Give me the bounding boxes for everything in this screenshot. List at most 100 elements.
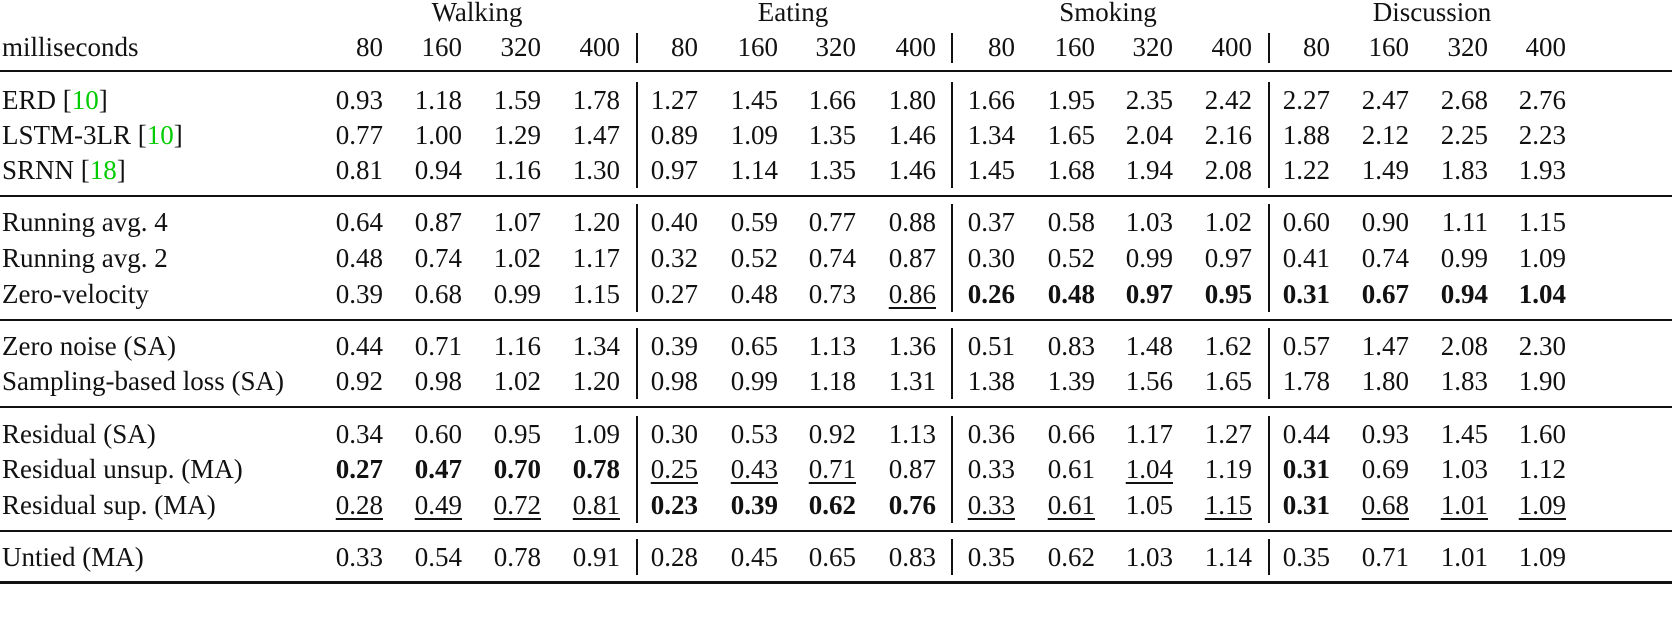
- value-cell: 0.92: [808, 419, 856, 449]
- column-separator: [636, 539, 638, 575]
- value-cell: 0.48: [1047, 279, 1095, 309]
- value-cell: 0.90: [1361, 207, 1409, 237]
- column-separator: [636, 33, 638, 63]
- value-cell: 0.94: [1440, 279, 1488, 309]
- method-label: Residual (SA): [2, 418, 156, 450]
- value-cell: 0.35: [1282, 542, 1330, 572]
- value-cell: 0.62: [1047, 542, 1095, 572]
- value-cell: 0.68: [414, 279, 462, 309]
- value-cell: 0.74: [808, 243, 856, 273]
- value-cell: 1.02: [493, 366, 541, 396]
- value-cell: 2.27: [1282, 85, 1330, 115]
- value-cell: 0.28: [335, 490, 383, 520]
- value-cell: 1.46: [888, 155, 936, 185]
- method-label: Running avg. 2: [2, 242, 168, 274]
- value-cell: 0.83: [888, 542, 936, 572]
- horizon-header: 320: [1447, 32, 1489, 62]
- value-cell: 0.99: [730, 366, 778, 396]
- horizon-header: 80: [988, 32, 1015, 62]
- value-cell: 0.33: [335, 542, 383, 572]
- value-cell: 1.90: [1518, 366, 1566, 396]
- value-cell: 0.68: [1361, 490, 1409, 520]
- value-cell: 0.28: [650, 542, 698, 572]
- value-cell: 1.09: [572, 419, 620, 449]
- value-cell: 0.74: [1361, 243, 1409, 273]
- horizon-header: 80: [356, 32, 383, 62]
- value-cell: 1.18: [808, 366, 856, 396]
- method-name: ERD: [2, 85, 56, 115]
- citation-link[interactable]: 18: [89, 155, 117, 185]
- value-cell: 1.36: [888, 331, 936, 361]
- value-cell: 0.77: [335, 120, 383, 150]
- horizontal-rule: [0, 530, 1672, 532]
- column-separator: [951, 33, 953, 63]
- value-cell: 1.09: [1518, 542, 1566, 572]
- horizon-header: 320: [1132, 32, 1174, 62]
- citation-link[interactable]: 10: [146, 120, 174, 150]
- value-cell: 2.23: [1518, 120, 1566, 150]
- column-separator: [951, 539, 953, 575]
- value-cell: 0.97: [1204, 243, 1252, 273]
- value-cell: 1.34: [967, 120, 1015, 150]
- value-cell: 1.19: [1204, 454, 1252, 484]
- value-cell: 1.09: [730, 120, 778, 150]
- value-cell: 1.62: [1204, 331, 1252, 361]
- horizontal-rule: [0, 406, 1672, 408]
- value-cell: 1.27: [1204, 419, 1252, 449]
- value-cell: 1.95: [1047, 85, 1095, 115]
- value-cell: 0.31: [1282, 279, 1330, 309]
- method-label: Zero-velocity: [2, 278, 149, 310]
- value-cell: 1.83: [1440, 155, 1488, 185]
- bracket-open: [: [74, 155, 90, 185]
- value-cell: 0.52: [1047, 243, 1095, 273]
- value-cell: 1.66: [967, 85, 1015, 115]
- value-cell: 1.78: [1282, 366, 1330, 396]
- value-cell: 0.60: [1282, 207, 1330, 237]
- bracket-open: [: [56, 85, 72, 115]
- value-cell: 0.99: [1440, 243, 1488, 273]
- value-cell: 0.78: [493, 542, 541, 572]
- value-cell: 1.09: [1518, 490, 1566, 520]
- value-cell: 0.39: [650, 331, 698, 361]
- value-cell: 0.30: [967, 243, 1015, 273]
- value-cell: 0.70: [493, 454, 541, 484]
- value-cell: 1.65: [1204, 366, 1252, 396]
- method-name: SRNN: [2, 155, 75, 185]
- value-cell: 0.32: [650, 243, 698, 273]
- method-name: Residual sup. (MA): [2, 490, 216, 520]
- value-cell: 0.92: [335, 366, 383, 396]
- value-cell: 0.39: [335, 279, 383, 309]
- value-cell: 1.35: [808, 155, 856, 185]
- citation-link[interactable]: 10: [71, 85, 99, 115]
- value-cell: 1.46: [888, 120, 936, 150]
- value-cell: 1.16: [493, 155, 541, 185]
- value-cell: 1.80: [888, 85, 936, 115]
- horizon-header: 320: [500, 32, 542, 62]
- value-cell: 0.26: [967, 279, 1015, 309]
- value-cell: 0.88: [888, 207, 936, 237]
- value-cell: 0.49: [414, 490, 462, 520]
- value-cell: 0.76: [888, 490, 936, 520]
- value-cell: 2.16: [1204, 120, 1252, 150]
- value-cell: 0.35: [967, 542, 1015, 572]
- value-cell: 1.01: [1440, 490, 1488, 520]
- value-cell: 1.47: [572, 120, 620, 150]
- value-cell: 0.30: [650, 419, 698, 449]
- value-cell: 0.64: [335, 207, 383, 237]
- value-cell: 0.87: [414, 207, 462, 237]
- value-cell: 2.30: [1518, 331, 1566, 361]
- horizontal-rule: [0, 319, 1672, 321]
- value-cell: 1.12: [1518, 454, 1566, 484]
- method-label: ERD [10]: [2, 84, 108, 116]
- value-cell: 1.49: [1361, 155, 1409, 185]
- method-name: Zero-velocity: [2, 279, 149, 309]
- value-cell: 1.17: [572, 243, 620, 273]
- method-label: SRNN [18]: [2, 154, 126, 186]
- value-cell: 0.36: [967, 419, 1015, 449]
- value-cell: 0.65: [808, 542, 856, 572]
- value-cell: 0.52: [730, 243, 778, 273]
- value-cell: 1.02: [493, 243, 541, 273]
- value-cell: 0.91: [572, 542, 620, 572]
- value-cell: 0.48: [730, 279, 778, 309]
- horizon-header: 160: [737, 32, 779, 62]
